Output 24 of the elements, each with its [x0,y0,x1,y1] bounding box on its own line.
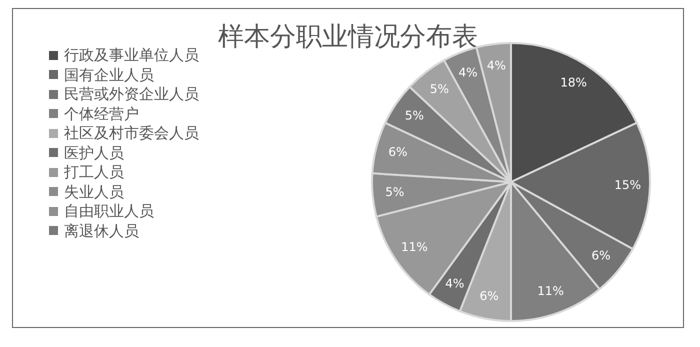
data-label: 6% [480,288,499,303]
data-label: 4% [445,276,464,290]
data-label: 6% [388,145,408,160]
data-label: 11% [401,240,428,254]
data-label: 15% [614,178,642,192]
data-label: 4% [458,66,478,80]
legend-label: 失业人员 [64,182,124,201]
data-label: 5% [385,185,404,200]
legend-label: 个体经营户 [64,104,139,123]
data-label: 18% [560,76,587,90]
data-label: 11% [537,284,564,298]
legend-label: 行政及事业单位人员 [64,46,199,64]
chart-title: 样本分职业情况分布表 [218,22,478,52]
data-label: 5% [430,82,449,96]
legend-label: 民营或外资企业人员 [64,85,199,104]
legend-label: 打工人员 [64,163,124,182]
data-label: 4% [486,58,506,72]
legend-label: 离退休人员 [64,222,139,240]
data-label: 6% [591,248,610,263]
legend-label: 医护人员 [64,144,124,162]
legend-label: 社区及村市委会人员 [64,124,199,142]
data-label: 5% [404,108,424,122]
legend-label: 自由职业人员 [64,202,154,220]
legend-label: 国有企业人员 [64,66,154,84]
